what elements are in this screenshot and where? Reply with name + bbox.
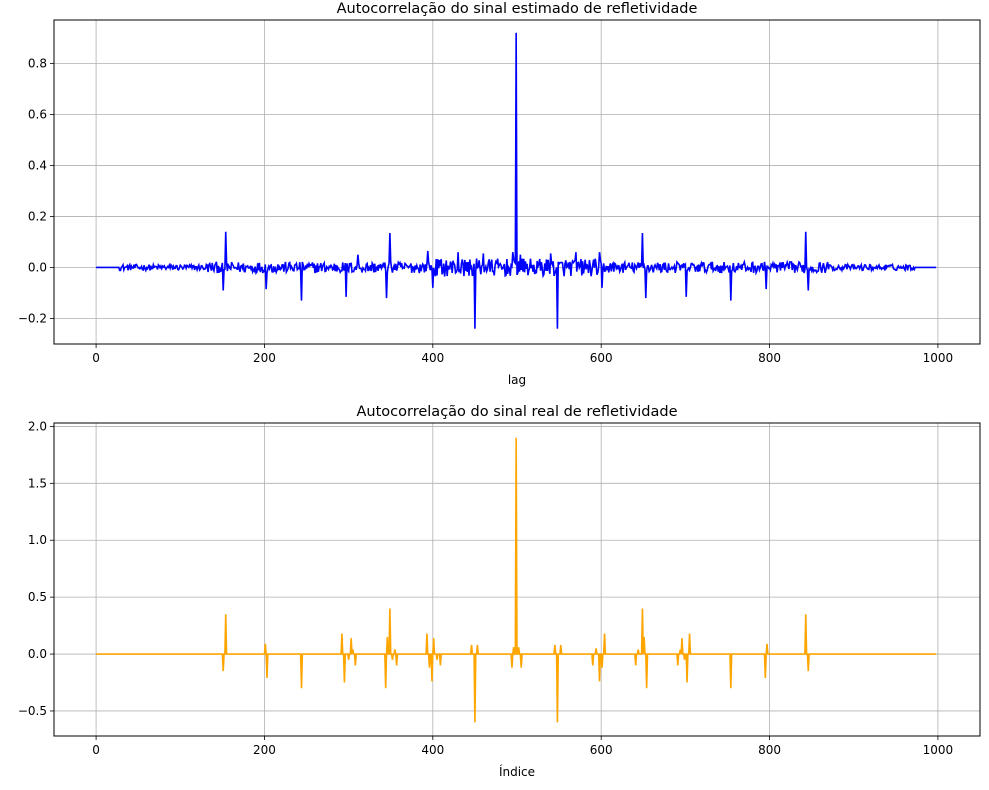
- y-tick-label: −0.5: [18, 704, 47, 718]
- y-tick-label: 0.6: [28, 107, 47, 121]
- y-tick-label: 0.4: [28, 158, 47, 172]
- chart-real-autocorrelation: Autocorrelação do sinal real de refletiv…: [18, 404, 981, 779]
- x-tick-label: 1000: [923, 743, 954, 757]
- x-axis-label: lag: [508, 373, 526, 387]
- y-tick-label: 0.5: [28, 590, 47, 604]
- x-tick-label: 600: [590, 351, 613, 365]
- y-tick-label: 0.0: [28, 647, 47, 661]
- y-tick-label: 1.5: [28, 476, 47, 490]
- x-tick-label: 800: [758, 743, 781, 757]
- chart-title: Autocorrelação do sinal real de refletiv…: [357, 404, 678, 420]
- y-tick-label: 2.0: [28, 419, 47, 433]
- axes-frame: [53, 422, 981, 737]
- y-tick-label: 0.8: [28, 56, 47, 70]
- x-tick-label: 0: [92, 743, 100, 757]
- x-tick-label: 800: [758, 351, 781, 365]
- x-tick-label: 1000: [923, 351, 954, 365]
- series-line: [96, 437, 937, 723]
- ticks: 0 200 400 600 800 1000 −0.5 0.0 0.5 1.0 1.5 2.0: [18, 419, 953, 757]
- x-tick-label: 200: [253, 743, 276, 757]
- x-tick-label: 400: [421, 351, 444, 365]
- x-tick-label: 400: [421, 743, 444, 757]
- x-tick-label: 200: [253, 351, 276, 365]
- y-tick-label: 0.0: [28, 260, 47, 274]
- y-tick-label: 0.2: [28, 209, 47, 223]
- x-axis-label: Índice: [499, 764, 535, 779]
- series-line: [96, 32, 937, 329]
- x-tick-label: 600: [590, 743, 613, 757]
- ticks: 0 200 400 600 800 1000 −0.2 0.0 0.2 0.4 0.6 0.8: [18, 56, 953, 365]
- x-tick-label: 0: [92, 351, 100, 365]
- chart-title: Autocorrelação do sinal estimado de refl…: [337, 1, 698, 17]
- chart-estimated-autocorrelation: Autocorrelação do sinal estimado de refl…: [18, 1, 981, 387]
- y-tick-label: 1.0: [28, 533, 47, 547]
- y-tick-label: −0.2: [18, 311, 47, 325]
- axes-frame: [53, 19, 981, 345]
